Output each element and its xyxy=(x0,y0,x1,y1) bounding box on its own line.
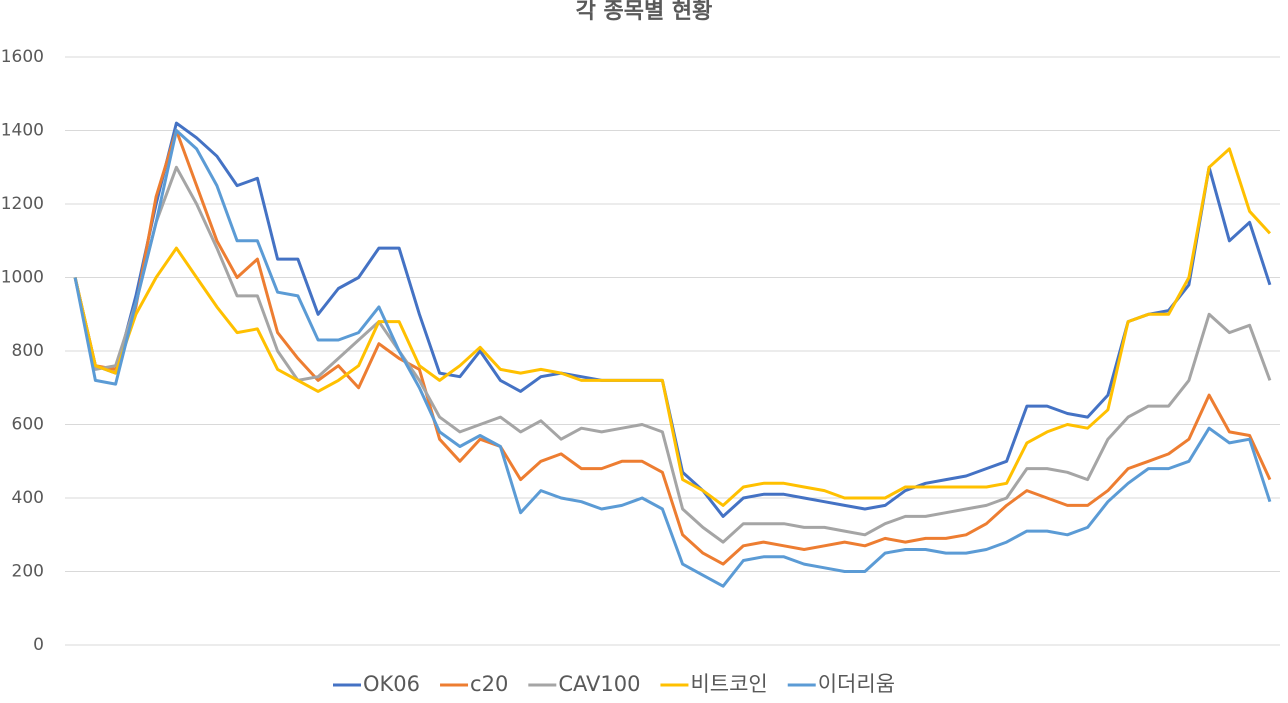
series-line xyxy=(73,147,1272,507)
y-tick-label: 1200 xyxy=(1,194,44,214)
chart-title: 각 종목별 현황 xyxy=(576,0,713,24)
y-tick-label: 1600 xyxy=(1,47,44,67)
legend-label: CAV100 xyxy=(558,672,640,696)
y-tick-label: 800 xyxy=(12,341,44,361)
y-tick-label: 400 xyxy=(12,488,44,508)
series-line xyxy=(73,165,1272,544)
y-tick-label: 1000 xyxy=(1,268,44,288)
legend-label: 비트코인 xyxy=(690,672,767,696)
y-tick-label: 0 xyxy=(33,635,44,655)
series-line xyxy=(73,129,1272,566)
y-tick-label: 600 xyxy=(12,415,44,435)
y-tick-label: 1400 xyxy=(1,121,44,141)
legend-label: 이더리움 xyxy=(818,672,895,696)
legend-label: c20 xyxy=(470,672,508,696)
y-tick-label: 200 xyxy=(12,562,44,582)
series-line xyxy=(73,129,1272,588)
legend-label: OK06 xyxy=(363,672,420,696)
series-line xyxy=(73,121,1272,518)
